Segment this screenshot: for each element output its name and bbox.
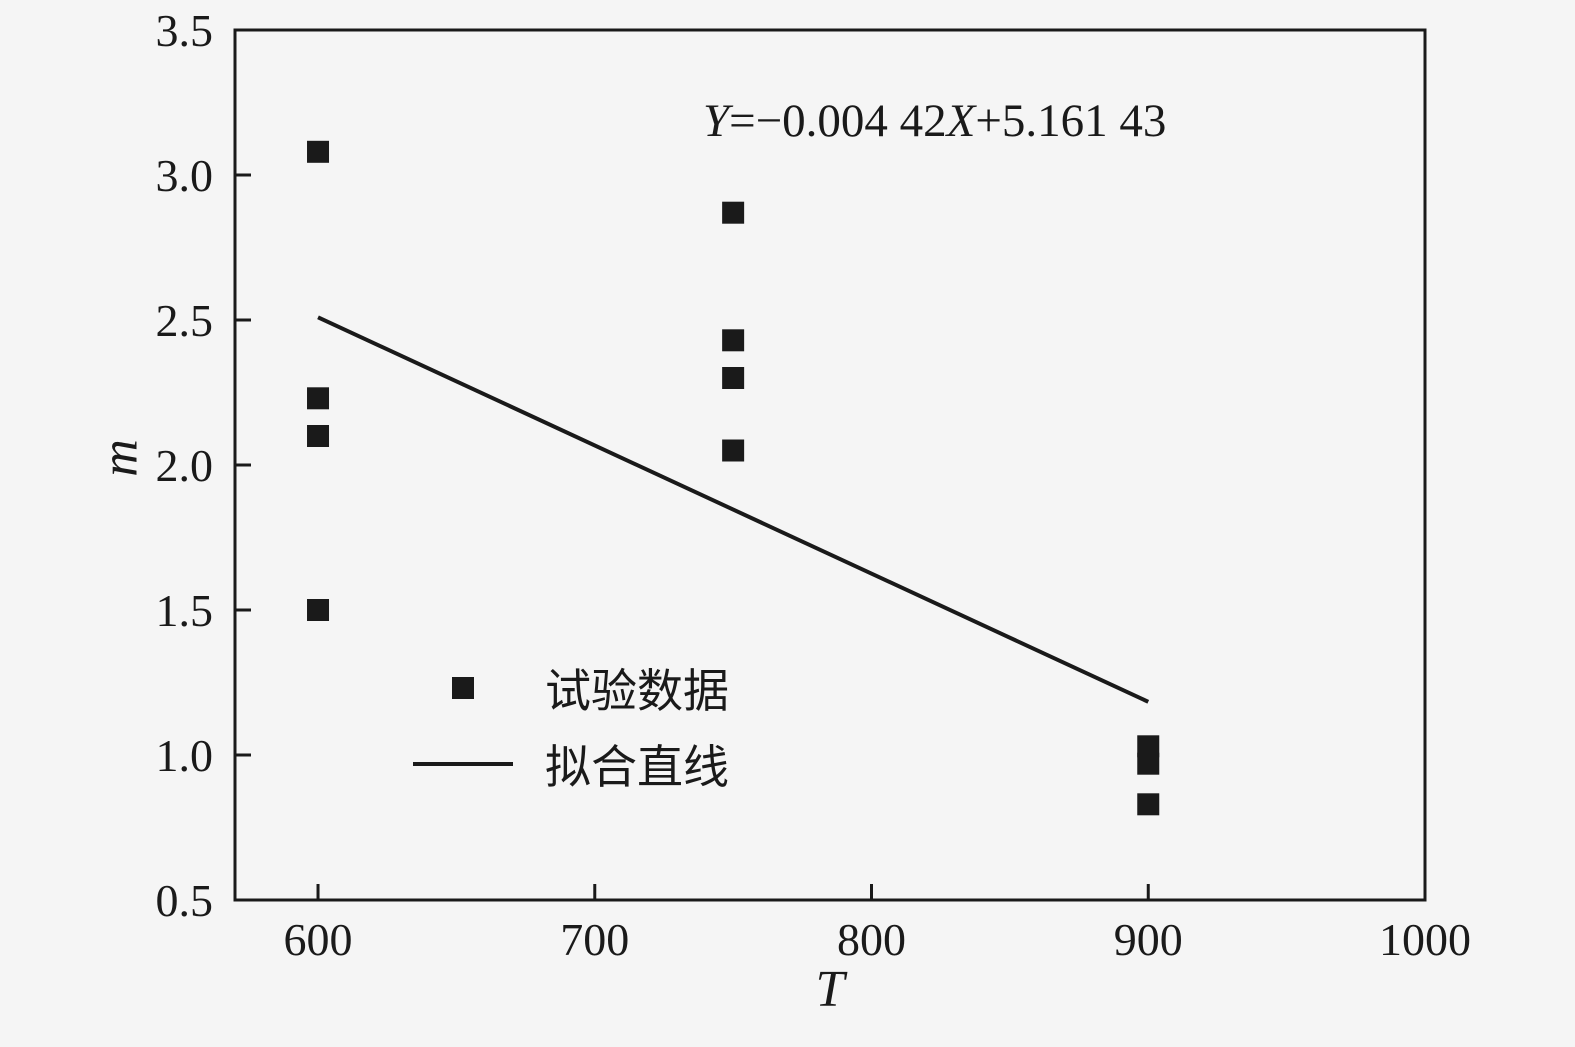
data-point bbox=[1137, 735, 1160, 758]
fit-equation: Y=−0.004 42X+5.161 43 bbox=[703, 94, 1166, 148]
data-point bbox=[1137, 793, 1160, 816]
data-point bbox=[307, 599, 330, 621]
data-point bbox=[722, 201, 745, 224]
data-point bbox=[307, 425, 330, 447]
data-point bbox=[307, 140, 330, 163]
y-tick-label: 1.5 bbox=[156, 585, 214, 636]
y-tick-label: 3.5 bbox=[156, 5, 214, 56]
data-point bbox=[307, 387, 330, 410]
x-tick-label: 900 bbox=[1114, 914, 1183, 965]
data-point bbox=[722, 367, 745, 389]
legend-label-scatter: 试验数据 bbox=[545, 666, 729, 717]
x-axis-label: T bbox=[815, 961, 845, 1018]
equation-x-symbol: X bbox=[946, 95, 976, 147]
y-tick-label: 2.0 bbox=[156, 440, 214, 491]
legend-item-line: 拟合直线 bbox=[400, 726, 729, 802]
x-tick-label: 600 bbox=[284, 914, 353, 965]
data-point bbox=[722, 329, 745, 352]
equation-intercept-part: +5.161 43 bbox=[975, 95, 1167, 147]
square-marker-icon bbox=[400, 677, 525, 699]
y-tick-label: 0.5 bbox=[156, 875, 214, 926]
y-tick-label: 2.5 bbox=[156, 295, 214, 346]
x-tick-label: 800 bbox=[837, 914, 906, 965]
data-point bbox=[722, 439, 745, 462]
y-tick-label: 1.0 bbox=[156, 730, 214, 781]
legend-label-line: 拟合直线 bbox=[545, 742, 729, 793]
legend-item-scatter: 试验数据 bbox=[400, 650, 729, 726]
x-tick-label: 1000 bbox=[1379, 914, 1471, 965]
legend: 试验数据 拟合直线 bbox=[400, 650, 729, 802]
equation-y-symbol: Y bbox=[703, 95, 730, 147]
y-axis-label: m bbox=[91, 439, 149, 477]
line-marker-icon bbox=[400, 762, 525, 766]
data-point bbox=[1137, 752, 1160, 775]
fit-line bbox=[317, 315, 1150, 704]
y-tick-label: 3.0 bbox=[156, 150, 214, 201]
x-tick-label: 700 bbox=[560, 914, 629, 965]
equation-slope-part: =−0.004 42 bbox=[729, 95, 947, 147]
